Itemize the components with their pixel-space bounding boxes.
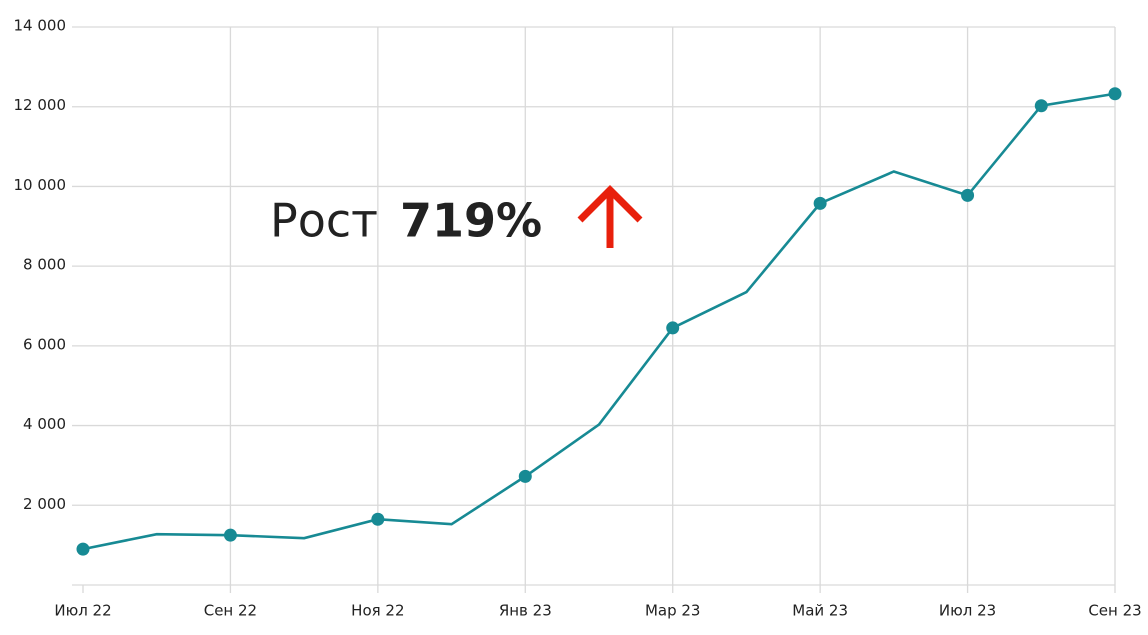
x-tick-label: Май 23 (792, 602, 848, 620)
y-tick-label: 8 000 (23, 256, 66, 274)
y-tick-label: 2 000 (23, 495, 66, 513)
y-tick-label: 12 000 (14, 96, 67, 114)
marker (76, 542, 90, 556)
y-tick-label: 6 000 (23, 335, 66, 353)
line (82, 92, 1116, 551)
x-tick-label: Сен 23 (1088, 602, 1141, 620)
annotation-highlight: 719% (400, 194, 542, 248)
x-tick-label: Сен 22 (204, 602, 257, 620)
marker (666, 321, 680, 335)
marker (961, 188, 975, 202)
y-tick-label: 4 000 (23, 415, 66, 433)
marker (223, 528, 237, 542)
marker (1034, 99, 1048, 113)
x-tick-label: Июл 23 (939, 602, 996, 620)
x-tick-label: Янв 23 (499, 602, 552, 620)
x-tick-label: Ноя 22 (351, 602, 404, 620)
y-tick-label: 14 000 (14, 17, 67, 35)
x-tick-label: Июл 22 (54, 602, 111, 620)
x-tick-label: Мар 23 (645, 602, 701, 620)
marker (518, 469, 532, 483)
arrow-icon (577, 185, 643, 248)
y-tick-label: 10 000 (14, 176, 67, 194)
marker (1108, 87, 1122, 101)
marker (371, 512, 385, 526)
annotation-text: Рост (270, 194, 378, 248)
marker (813, 196, 827, 210)
